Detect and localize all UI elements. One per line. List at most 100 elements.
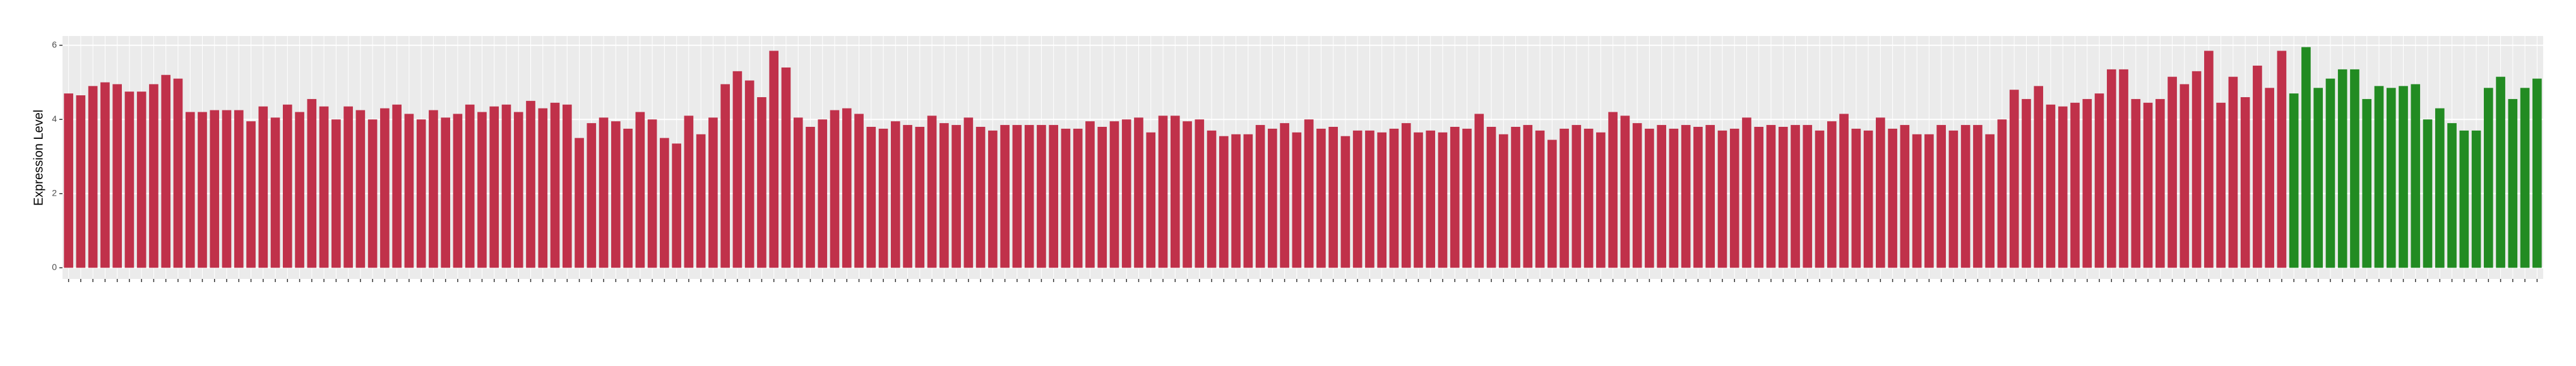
bar bbox=[367, 119, 378, 268]
bar bbox=[2253, 66, 2262, 268]
bar bbox=[1426, 130, 1436, 268]
bar bbox=[489, 106, 499, 268]
bar bbox=[623, 128, 633, 268]
bar bbox=[2058, 106, 2068, 268]
bar bbox=[1243, 134, 1253, 268]
bar bbox=[2325, 78, 2335, 268]
bar bbox=[854, 114, 864, 268]
bar bbox=[465, 104, 475, 268]
bar bbox=[1498, 134, 1508, 268]
bar bbox=[988, 130, 998, 268]
bar bbox=[1061, 128, 1071, 268]
bar bbox=[1511, 127, 1520, 268]
bar bbox=[1888, 128, 1897, 268]
bar bbox=[1219, 136, 1229, 268]
bar bbox=[76, 95, 86, 268]
bar bbox=[112, 84, 122, 268]
bar bbox=[2289, 93, 2299, 268]
bar bbox=[1486, 127, 1496, 268]
bar bbox=[975, 127, 986, 268]
bar bbox=[477, 112, 487, 268]
bar bbox=[185, 112, 195, 268]
bar bbox=[1839, 114, 1849, 268]
bar bbox=[1754, 127, 1764, 268]
bar bbox=[2313, 88, 2323, 268]
bar bbox=[234, 110, 244, 268]
bar bbox=[1608, 112, 1618, 268]
bar bbox=[1389, 128, 1399, 268]
bar bbox=[1450, 127, 1460, 268]
bar bbox=[2265, 88, 2274, 268]
bar bbox=[1948, 130, 1959, 268]
bar bbox=[1024, 125, 1034, 268]
bar bbox=[380, 108, 390, 268]
bar bbox=[1596, 132, 1606, 268]
bar bbox=[2046, 104, 2056, 268]
bar bbox=[2411, 84, 2421, 268]
bar bbox=[757, 97, 766, 268]
bar bbox=[647, 119, 657, 268]
bar bbox=[1365, 130, 1374, 268]
bar bbox=[222, 110, 232, 268]
bar bbox=[1158, 115, 1168, 268]
bar bbox=[2082, 98, 2092, 268]
bar bbox=[404, 114, 414, 268]
bar bbox=[161, 74, 171, 268]
bar bbox=[1134, 117, 1143, 268]
bar bbox=[2034, 86, 2044, 268]
bar bbox=[1462, 128, 1472, 268]
bar bbox=[1183, 121, 1192, 268]
bar bbox=[1012, 125, 1022, 268]
bar bbox=[526, 100, 535, 268]
bar bbox=[1000, 125, 1010, 268]
bar bbox=[2508, 98, 2518, 268]
bar bbox=[769, 50, 779, 268]
bar bbox=[100, 82, 110, 268]
y-tick-label: 0 bbox=[52, 262, 57, 272]
bar bbox=[2143, 102, 2153, 268]
bar bbox=[538, 108, 548, 268]
bar bbox=[1268, 128, 1277, 268]
bar bbox=[1705, 125, 1715, 268]
bar bbox=[830, 110, 840, 268]
bar bbox=[1340, 136, 1351, 268]
bar bbox=[2423, 119, 2433, 268]
bar bbox=[1791, 125, 1800, 268]
bar bbox=[1729, 128, 1739, 268]
bar bbox=[64, 93, 73, 268]
bar bbox=[744, 80, 754, 268]
bar bbox=[136, 92, 146, 268]
bar bbox=[1304, 119, 1314, 268]
bar bbox=[88, 86, 98, 268]
bar bbox=[2435, 108, 2445, 268]
bar bbox=[550, 102, 560, 268]
bar bbox=[2155, 98, 2165, 268]
bar bbox=[1693, 127, 1703, 268]
bar bbox=[258, 106, 268, 268]
bar bbox=[1985, 134, 1995, 268]
bar bbox=[282, 104, 292, 268]
bar bbox=[2216, 102, 2226, 268]
bar bbox=[1146, 132, 1156, 268]
bar bbox=[611, 121, 621, 268]
bar bbox=[2119, 69, 2128, 268]
y-tick-label: 4 bbox=[52, 114, 57, 124]
bar bbox=[575, 138, 584, 268]
bar bbox=[453, 114, 463, 268]
bar bbox=[343, 106, 353, 268]
bar bbox=[587, 123, 597, 268]
bar bbox=[246, 121, 256, 268]
bar bbox=[1547, 139, 1557, 268]
bar bbox=[2350, 69, 2359, 268]
bar bbox=[295, 112, 304, 268]
bar bbox=[635, 112, 645, 268]
bar bbox=[2459, 130, 2469, 268]
bar bbox=[1742, 117, 1751, 268]
bar bbox=[2386, 88, 2396, 268]
bar bbox=[708, 117, 718, 268]
bar bbox=[1085, 121, 1095, 268]
bar bbox=[2277, 50, 2287, 268]
bar bbox=[1255, 125, 1265, 268]
bar bbox=[2094, 93, 2104, 268]
bar bbox=[1803, 125, 1813, 268]
